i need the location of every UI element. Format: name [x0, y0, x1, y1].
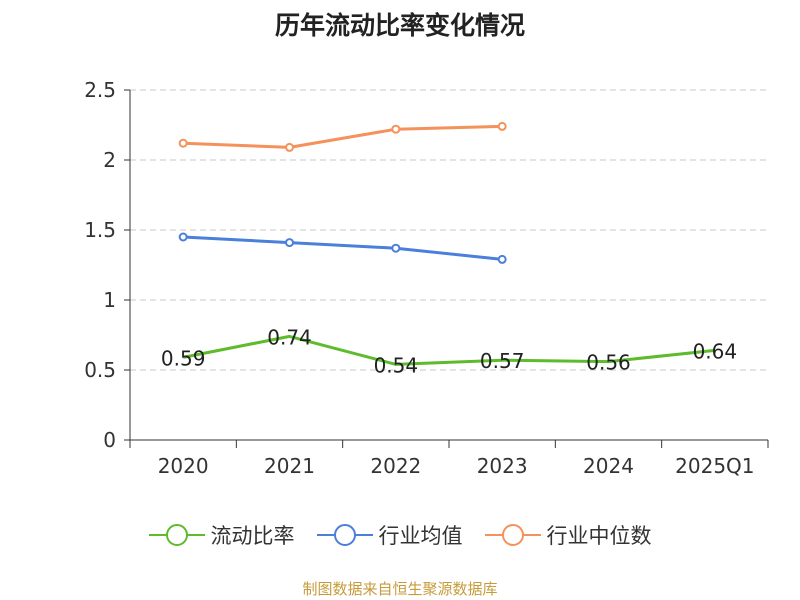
chart-plot: 0 0.5 1 1.5 2 2.5 2020 2021 2022 2023 2024 2025Q1 0.…: [84, 78, 769, 478]
x-tick-label: 2021: [264, 454, 315, 478]
series-line-0: [182, 334, 715, 366]
legend-item-industry-mean[interactable]: 行业均值: [316, 520, 463, 550]
x-tick-label: 2020: [158, 454, 209, 478]
data-point: [178, 138, 188, 148]
data-label: 0.54: [374, 353, 419, 377]
x-tick-label: 2023: [477, 454, 528, 478]
legend-swatch-industry-median: [484, 524, 541, 546]
legend-item-current-ratio[interactable]: 流动比率: [148, 520, 295, 550]
y-tick-label: 1.5: [84, 218, 116, 242]
data-label: 0.64: [693, 339, 738, 363]
series-line-1: [183, 235, 503, 261]
y-tick-label: 1: [103, 288, 116, 312]
x-tick-label: 2024: [583, 454, 634, 478]
legend-label-industry-median: 行业中位数: [546, 524, 652, 548]
legend-swatch-industry-mean: [316, 524, 373, 546]
data-label: 0.57: [480, 349, 525, 373]
data-point: [391, 243, 401, 253]
data-point: [391, 124, 401, 134]
data-label: 0.56: [586, 351, 631, 375]
legend-swatch-current-ratio: [148, 524, 205, 546]
y-tick-label: 2: [103, 148, 116, 172]
legend-item-industry-median[interactable]: 行业中位数: [484, 520, 652, 550]
series-line-2: [183, 124, 503, 149]
source-note: 制图数据来自恒生聚源数据库: [302, 580, 498, 598]
data-label: 0.59: [161, 346, 206, 370]
chart-title: 历年流动比率变化情况: [274, 11, 525, 40]
data-label: 0.74: [267, 325, 312, 349]
y-tick-label: 0.5: [84, 358, 116, 382]
data-point: [178, 232, 188, 242]
x-tick-label: 2022: [370, 454, 421, 478]
data-point: [285, 142, 294, 152]
legend: 流动比率 行业均值 行业中位数: [0, 520, 800, 550]
legend-label-current-ratio: 流动比率: [210, 524, 295, 548]
x-tick-label: 2025Q1: [675, 454, 754, 478]
y-tick-label: 2.5: [84, 78, 116, 102]
y-tick-label: 0: [103, 428, 116, 452]
data-point: [497, 121, 507, 131]
data-point: [285, 238, 294, 248]
data-point: [497, 254, 507, 264]
legend-label-industry-mean: 行业均值: [378, 524, 463, 548]
